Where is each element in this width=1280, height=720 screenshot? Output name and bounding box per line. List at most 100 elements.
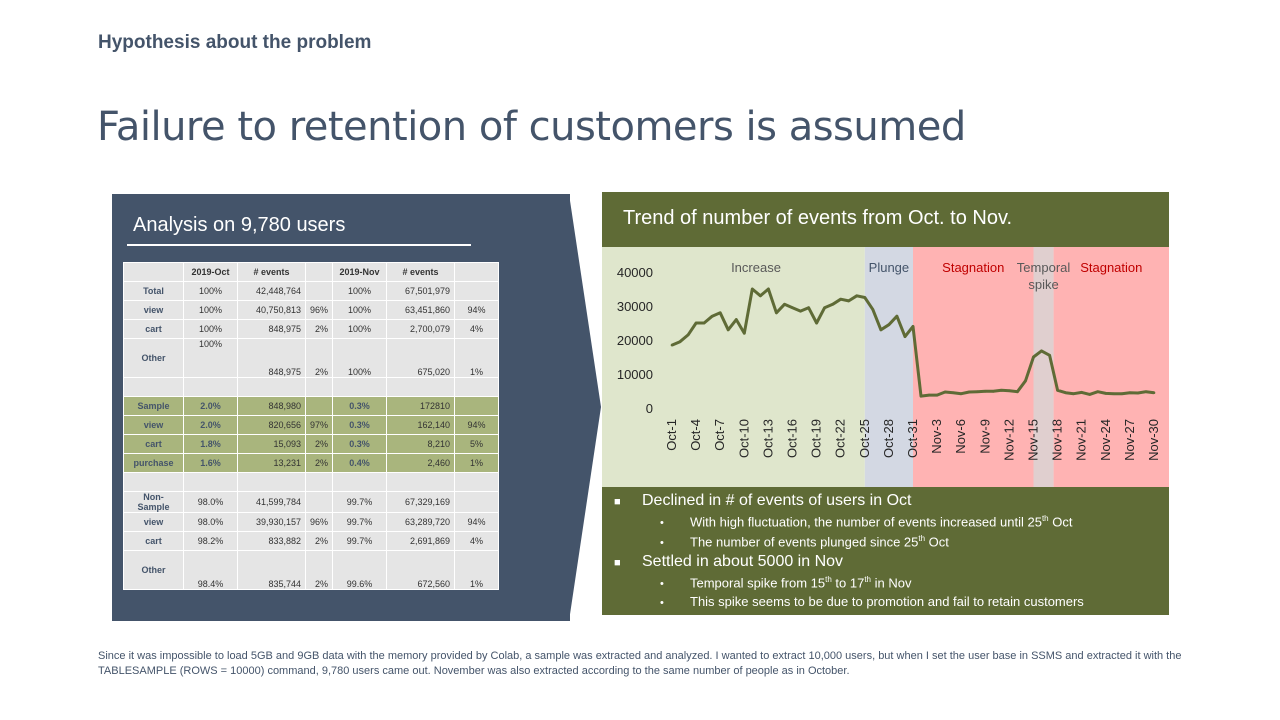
x-tick-label: Nov-18: [1050, 419, 1065, 461]
table-cell: 2.0%: [183, 396, 238, 416]
bullet-square-icon: ■: [614, 557, 621, 569]
table-row: Non-Sample 98.0% 41,599,784 99.7% 67,329,169: [123, 491, 500, 513]
table-cell: 4%: [454, 531, 500, 551]
table-cell: 1%: [454, 453, 500, 473]
table-cell: 848,975: [237, 319, 306, 339]
y-tick-label: 10000: [617, 367, 653, 382]
x-tick-label: Oct-16: [785, 419, 800, 458]
table-cell: 100%: [332, 338, 388, 378]
region-band: [602, 247, 865, 487]
table-cell: [386, 377, 456, 397]
notes-panel: ■ Declined in # of events of users in Oc…: [602, 487, 1169, 615]
table-cell: 0.3%: [332, 434, 388, 454]
y-tick-label: 30000: [617, 299, 653, 314]
note-oct-increase: With high fluctuation, the number of eve…: [690, 514, 1073, 530]
table-cell: 2,460: [386, 453, 456, 473]
table-cell: 2%: [304, 319, 334, 339]
data-point: [919, 394, 923, 398]
table-cell: [454, 491, 500, 513]
table-cell: 835,744: [237, 550, 306, 590]
table-cell: 100%: [183, 281, 238, 301]
data-point: [863, 296, 867, 299]
table-cell: 0.3%: [332, 415, 388, 435]
data-point: [847, 299, 851, 303]
table-cell: [304, 281, 334, 301]
analysis-title: Analysis on 9,780 users: [133, 214, 346, 236]
bullet-square-icon: ■: [614, 496, 621, 508]
table-cell: 100%: [183, 300, 238, 320]
data-point: [686, 333, 690, 337]
table-row: Other 100% 848,975 2% 100% 675,020 1%: [123, 338, 500, 378]
data-point: [951, 391, 955, 394]
x-tick-label: Nov-6: [953, 419, 968, 454]
row-label: cart: [123, 434, 184, 454]
x-tick-label: Oct-28: [881, 419, 896, 458]
x-tick-label: Oct-1: [664, 419, 679, 451]
data-point: [1016, 390, 1019, 393]
table-cell: [332, 377, 388, 397]
table-row: Other 98.4% 835,744 2% 99.6% 672,560 1%: [123, 550, 500, 590]
region-band: [1033, 247, 1054, 487]
note-oct: Declined in # of events of users in Oct: [642, 492, 912, 509]
table-cell: 42,448,764: [237, 281, 306, 301]
x-tick-label: Nov-30: [1146, 419, 1161, 461]
note-nov-spike: Temporal spike from 15th to 17th in Nov: [690, 575, 912, 591]
trend-chart-svg: Increase Plunge Stagnation Temporal spike Sta…: [602, 247, 1169, 487]
data-point: [726, 328, 730, 332]
data-point: [1056, 389, 1059, 392]
data-point: [1104, 392, 1108, 395]
data-point: [839, 297, 842, 301]
row-label: Other: [123, 338, 184, 378]
data-point: [903, 335, 907, 338]
x-tick-label: Oct-4: [688, 419, 703, 451]
table-row: cart 98.2% 833,882 2% 99.7% 2,691,869 4%: [123, 531, 500, 551]
data-point: [992, 390, 995, 393]
table-row: view 98.0% 39,930,157 96% 99.7% 63,289,720 94%: [123, 512, 500, 532]
data-point: [879, 328, 883, 332]
table-header-row: 2019-Oct # events 2019-Nov # events: [123, 262, 500, 282]
table-cell: 94%: [454, 512, 500, 532]
table-cell: 97%: [304, 415, 334, 435]
x-tick-label: Nov-3: [929, 419, 944, 454]
data-point: [815, 321, 818, 325]
table-row: Total 100% 42,448,764 100% 67,501,979: [123, 281, 500, 301]
table-cell: 675,020: [386, 338, 456, 378]
table-cell: [454, 281, 500, 301]
table-row: [123, 472, 500, 492]
x-tick-label: Oct-7: [712, 419, 727, 451]
data-point: [1008, 389, 1011, 392]
table-cell: 98.4%: [183, 550, 238, 590]
data-point: [694, 321, 698, 325]
data-point: [1048, 354, 1051, 357]
table-cell: 98.2%: [183, 531, 238, 551]
table-cell: 40,750,813: [237, 300, 306, 320]
slide-title: Failure to retention of customers is ass…: [97, 104, 966, 150]
table-cell: 99.6%: [332, 550, 388, 590]
table-cell: [304, 472, 334, 492]
table-cell: [183, 472, 238, 492]
data-point: [823, 306, 826, 309]
data-point: [831, 303, 834, 306]
table-cell: 15,093: [237, 434, 306, 454]
table-cell: 2%: [304, 434, 334, 454]
y-tick-label: 40000: [617, 265, 653, 280]
x-tick-label: Oct-19: [809, 419, 824, 458]
data-point: [1144, 390, 1148, 393]
table-cell: 94%: [454, 415, 500, 435]
x-tick-label: Oct-25: [857, 419, 872, 458]
data-point: [759, 294, 762, 298]
table-cell: 2%: [304, 531, 334, 551]
y-tick-label: 20000: [617, 333, 653, 348]
footnote: Since it was impossible to load 5GB and …: [98, 650, 1182, 677]
data-point: [1112, 392, 1116, 396]
table-cell: 98.0%: [183, 512, 238, 532]
x-tick-label: Oct-31: [905, 419, 920, 458]
row-label: Sample: [123, 396, 184, 416]
row-label: view: [123, 512, 184, 532]
table-cell: 1.8%: [183, 434, 238, 454]
table-row: Sample 2.0% 848,980 0.3% 172810: [123, 396, 500, 416]
region-label: spike: [1028, 277, 1058, 292]
chart-title: Trend of number of events from Oct. to N…: [623, 207, 1013, 229]
table-cell: [237, 472, 306, 492]
x-tick-label: Nov-9: [977, 419, 992, 454]
